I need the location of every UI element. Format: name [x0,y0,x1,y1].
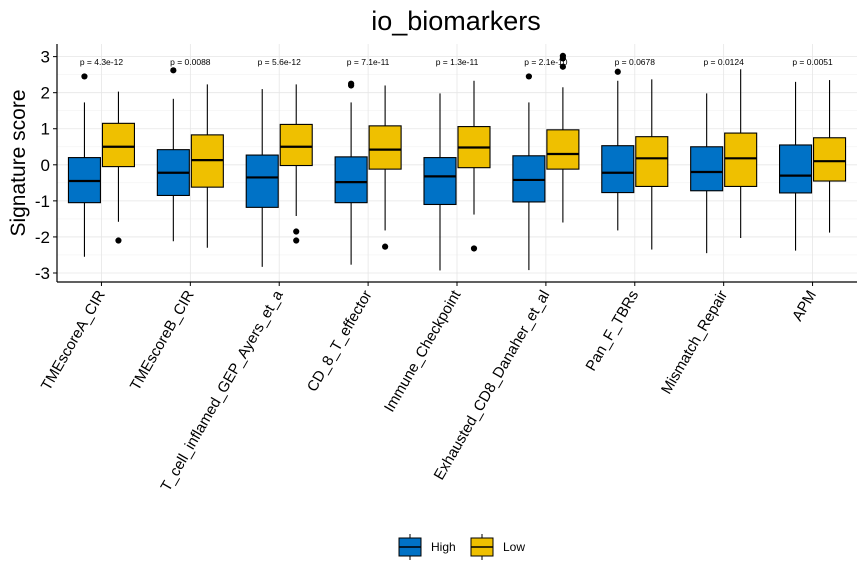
outlier-point [382,243,389,250]
p-value-label: p = 4.3e-12 [80,57,124,67]
y-tick-label: -1 [35,192,50,211]
box-low [101,91,135,244]
legend-label: Low [503,540,525,554]
x-tick-label: Pan_F_TBRs [582,288,642,374]
box-low [546,52,580,223]
p-value-label: p = 7.1e-11 [347,57,390,67]
box-high [601,68,635,231]
legend-item-high: High [398,534,456,560]
chart-title: io_biomarkers [371,6,541,36]
grid-lines [57,44,857,282]
box-rect [423,157,457,206]
x-tick-label: CD_8_T_effector [304,287,376,394]
box-low [279,84,313,244]
box-rect [690,146,724,192]
p-value-label: p = 0.0124 [703,57,744,67]
legend-item-low: Low [470,534,525,560]
outlier-point [115,237,122,244]
outlier-point [170,67,177,74]
x-tick-label: Mismatch_Repair [658,288,731,398]
outlier-point [559,52,566,60]
outlier-point [293,228,300,235]
legend: High Low [398,534,525,560]
box-high [423,93,457,271]
x-tick-label: APM [789,288,820,325]
box-low [190,84,224,248]
box-high [512,73,546,271]
box-rect [779,144,813,194]
outlier-point [614,68,621,75]
box-rect [724,132,758,187]
box-rect [813,137,847,182]
box-high [690,93,724,254]
box-low [368,85,402,250]
box-low [813,80,847,233]
p-value-label: p = 5.6e-12 [258,57,302,67]
y-tick-label: -3 [35,264,50,283]
box-rect [101,122,135,168]
p-value-label: p = 0.0088 [170,57,211,67]
box-rect [245,154,279,208]
box-low [724,69,758,239]
box-high [334,80,368,265]
p-value-label: p = 1.3e-11 [436,57,479,67]
p-value-labels: p = 4.3e-12 p = 0.0088 p = 5.6e-12 p = 7.1e… [80,57,833,67]
outlier-point [525,73,532,80]
x-tick-label: Immune_Checkpoint [381,287,465,415]
outlier-point [470,245,478,252]
box-rect [546,129,580,170]
p-value-label: p = 0.0051 [792,57,833,67]
outlier-point [559,63,566,70]
box-rect [601,145,635,194]
outlier-point [348,80,355,87]
box-rect [368,125,402,170]
box-series [67,52,847,271]
outlier-point [293,237,300,244]
y-tick-label: 2 [41,84,50,103]
box-rect [279,123,313,167]
y-axis-label: Signature score [7,89,30,236]
x-tick-label: TMEscoreA_CIR [38,287,109,393]
box-high [67,73,101,257]
p-value-label: p = 2.1e-10 [524,57,568,67]
box-rect [635,136,669,187]
box-low [457,80,491,252]
y-tick-label: 0 [41,156,50,175]
outlier-point [81,73,88,80]
box-high [779,81,813,251]
y-tick-label: 1 [41,120,50,139]
y-tick-label: -2 [35,228,50,247]
p-value-label: p = 0.0678 [615,57,656,67]
box-high [156,67,190,242]
box-rect [334,156,368,204]
box-low [635,79,669,250]
x-tick-label: TMEscoreB_CIR [127,287,198,393]
legend-label: High [431,540,456,554]
y-tick-label: 3 [41,48,50,67]
box-high [245,89,279,267]
